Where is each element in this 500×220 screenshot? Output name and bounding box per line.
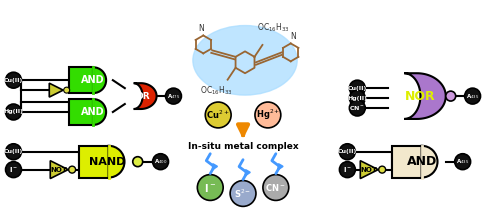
Text: S$^{2-}$: S$^{2-}$ — [234, 187, 252, 200]
Circle shape — [6, 72, 22, 88]
Text: Hg(II): Hg(II) — [4, 110, 24, 114]
Text: AND: AND — [82, 75, 105, 85]
Text: CN$^-$: CN$^-$ — [266, 182, 286, 193]
Text: NAND: NAND — [89, 157, 125, 167]
Text: OC$_{16}$H$_{33}$: OC$_{16}$H$_{33}$ — [257, 22, 290, 35]
Polygon shape — [50, 83, 63, 97]
Circle shape — [6, 162, 22, 178]
Circle shape — [132, 157, 142, 167]
Text: AND: AND — [82, 107, 105, 117]
Bar — [79, 146, 108, 178]
Text: A$_{435}$: A$_{435}$ — [456, 157, 469, 166]
Circle shape — [378, 166, 386, 173]
Bar — [392, 146, 422, 178]
Circle shape — [255, 102, 281, 128]
Polygon shape — [360, 161, 378, 179]
Circle shape — [464, 88, 480, 104]
Text: A$_{475}$: A$_{475}$ — [167, 92, 180, 101]
Circle shape — [340, 144, 355, 160]
Text: NOR: NOR — [405, 90, 436, 103]
Wedge shape — [108, 146, 124, 178]
Circle shape — [152, 154, 168, 170]
Text: NOT: NOT — [360, 167, 377, 173]
Wedge shape — [93, 99, 106, 125]
Text: I$^-$: I$^-$ — [204, 182, 216, 194]
Circle shape — [350, 100, 366, 116]
Text: NOT: NOT — [50, 167, 67, 173]
Circle shape — [6, 144, 22, 160]
Text: A$_{435}$: A$_{435}$ — [466, 92, 479, 101]
Text: Cu(II): Cu(II) — [348, 86, 367, 91]
Ellipse shape — [193, 26, 297, 95]
Text: Cu(II): Cu(II) — [4, 149, 23, 154]
Text: OR: OR — [136, 92, 150, 101]
Wedge shape — [422, 146, 438, 178]
Circle shape — [206, 102, 231, 128]
Text: AND: AND — [406, 155, 436, 168]
Circle shape — [230, 181, 256, 206]
Text: CN$^-$: CN$^-$ — [350, 104, 366, 112]
Circle shape — [6, 104, 22, 120]
Circle shape — [350, 90, 366, 106]
Text: Cu(II): Cu(II) — [338, 149, 357, 154]
Text: OC$_{16}$H$_{33}$: OC$_{16}$H$_{33}$ — [200, 84, 233, 97]
Text: Hg(II): Hg(II) — [348, 95, 368, 101]
Polygon shape — [404, 73, 446, 119]
Circle shape — [68, 166, 75, 173]
Text: Hg$^{2+}$: Hg$^{2+}$ — [256, 108, 280, 122]
Text: N: N — [290, 32, 296, 41]
Circle shape — [446, 91, 456, 101]
Circle shape — [263, 175, 289, 200]
Text: A$_{400}$: A$_{400}$ — [154, 157, 168, 166]
Wedge shape — [93, 67, 106, 93]
Text: I$^-$: I$^-$ — [343, 165, 352, 174]
Circle shape — [340, 162, 355, 178]
Text: Cu(II): Cu(II) — [4, 78, 23, 83]
Polygon shape — [134, 83, 156, 109]
Circle shape — [350, 80, 366, 96]
Circle shape — [454, 154, 470, 170]
Circle shape — [166, 88, 182, 104]
Text: In-situ metal complex: In-situ metal complex — [188, 142, 298, 151]
Bar — [69, 99, 93, 125]
Bar — [69, 67, 93, 93]
Text: N: N — [198, 24, 204, 33]
Text: Cu$^{2+}$: Cu$^{2+}$ — [206, 109, 230, 121]
Circle shape — [198, 175, 223, 200]
Text: I$^-$: I$^-$ — [9, 165, 18, 174]
Polygon shape — [50, 161, 68, 179]
Circle shape — [64, 87, 70, 93]
